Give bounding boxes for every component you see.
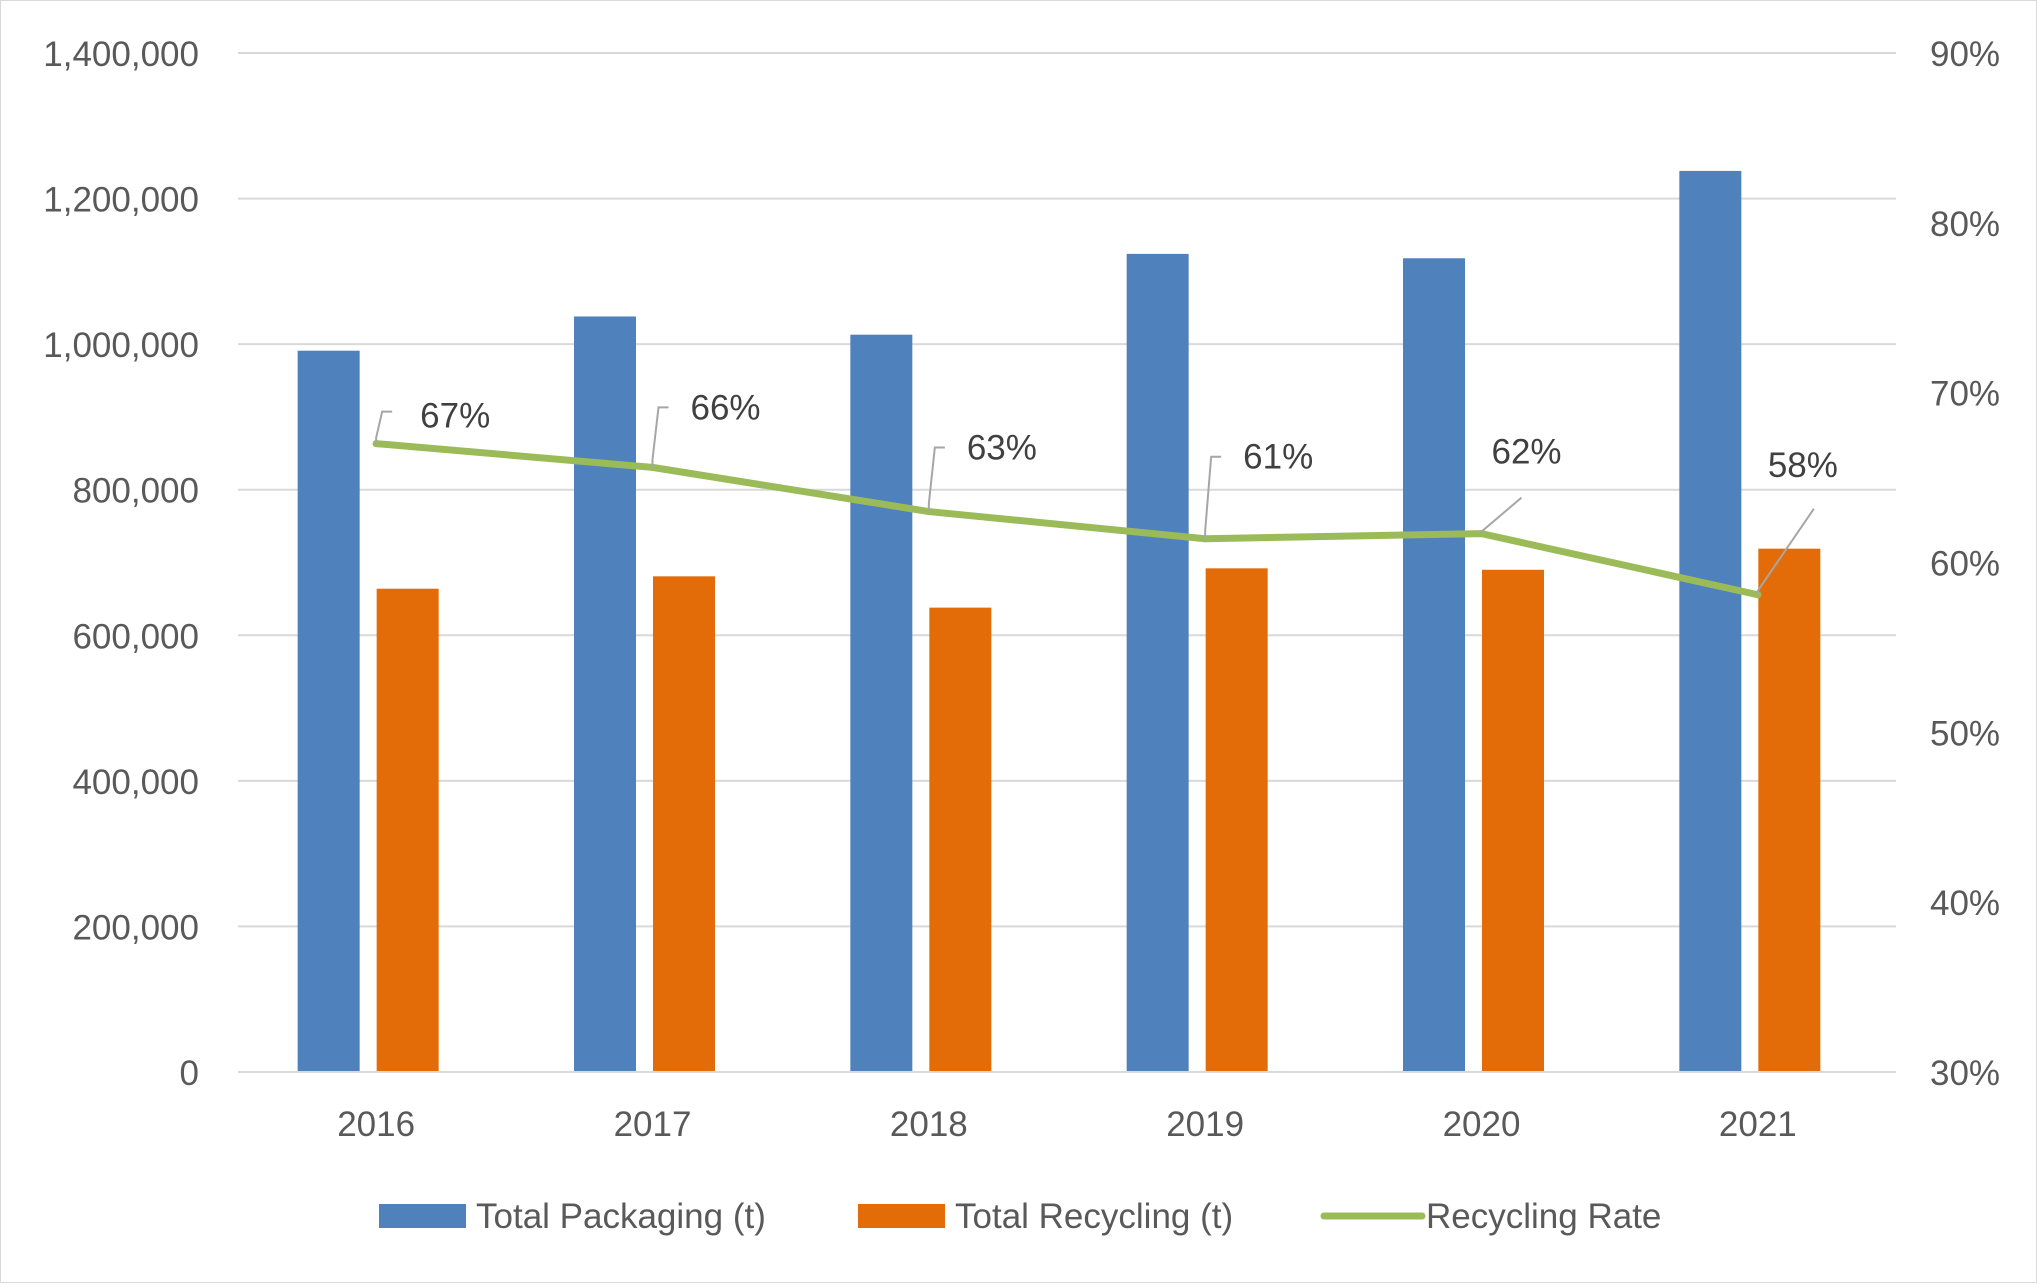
leader-line: [375, 410, 393, 444]
x-tick-label: 2017: [614, 1105, 692, 1144]
y-left-tick-label: 1,400,000: [43, 35, 199, 74]
data-label: 67%: [420, 397, 490, 436]
bar-total-packaging: [297, 350, 360, 1072]
x-tick-label: 2018: [890, 1105, 968, 1144]
y-left-tick-label: 0: [180, 1054, 199, 1093]
leader-line: [651, 406, 669, 468]
leader-line: [927, 446, 945, 512]
y-left-tick-label: 1,200,000: [43, 181, 199, 220]
x-tick-label: 2021: [1719, 1105, 1797, 1144]
data-label: 58%: [1768, 446, 1838, 485]
legend-label-total-packaging: Total Packaging (t): [476, 1197, 766, 1236]
bar-total-packaging: [1403, 258, 1465, 1072]
data-label: 63%: [967, 429, 1037, 468]
y-left-tick-label: 600,000: [72, 617, 199, 656]
legend: Total Packaging (t) Total Recycling (t) Re…: [379, 1197, 1661, 1236]
y-right-tick-label: 90%: [1930, 35, 2000, 74]
bars: [297, 170, 1821, 1073]
bar-total-recycling: [1482, 569, 1544, 1072]
gridlines: [238, 52, 1896, 928]
y-left-tick-label: 1,000,000: [43, 326, 199, 365]
leader-line: [1480, 496, 1523, 534]
data-label: 61%: [1243, 438, 1313, 477]
y-right-tick-label: 80%: [1930, 205, 2000, 244]
legend-swatch-total-recycling: [858, 1204, 945, 1228]
bar-total-recycling: [653, 576, 715, 1072]
legend-swatch-total-packaging: [379, 1204, 466, 1228]
y-right-tick-label: 60%: [1930, 545, 2000, 584]
bar-total-packaging: [574, 316, 636, 1073]
x-tick-label: 2016: [337, 1105, 415, 1144]
y-left-tick-label: 800,000: [72, 472, 199, 511]
y-left-tick-label: 200,000: [72, 908, 199, 947]
bar-total-recycling: [1758, 548, 1821, 1072]
data-label: 66%: [691, 388, 761, 427]
data-label: 62%: [1492, 433, 1562, 472]
axes: 0 200,000 400,000 600,000 800,000 1,000,000 1,…: [43, 35, 2000, 1144]
y-right-tick-label: 40%: [1930, 884, 2000, 923]
y-right-tick-label: 50%: [1930, 714, 2000, 753]
leader-line: [1756, 508, 1815, 595]
x-tick-label: 2019: [1166, 1105, 1244, 1144]
y-left-tick-label: 400,000: [72, 763, 199, 802]
y-right-tick-label: 30%: [1930, 1054, 2000, 1093]
data-labels: 67% 66% 63% 61% 62% 58%: [375, 388, 1838, 595]
bar-total-packaging: [1126, 253, 1189, 1073]
bar-total-recycling: [1205, 568, 1268, 1072]
bar-total-recycling: [929, 607, 992, 1072]
legend-label-total-recycling: Total Recycling (t): [955, 1197, 1233, 1236]
bar-total-packaging: [1679, 170, 1742, 1073]
recycling-rate-line: [372, 440, 1762, 599]
y-right-tick-label: 70%: [1930, 375, 2000, 414]
x-tick-label: 2020: [1443, 1105, 1521, 1144]
bar-total-recycling: [376, 588, 439, 1072]
legend-label-recycling-rate: Recycling Rate: [1426, 1197, 1661, 1236]
leader-line: [1204, 455, 1222, 539]
bar-total-packaging: [850, 334, 913, 1072]
